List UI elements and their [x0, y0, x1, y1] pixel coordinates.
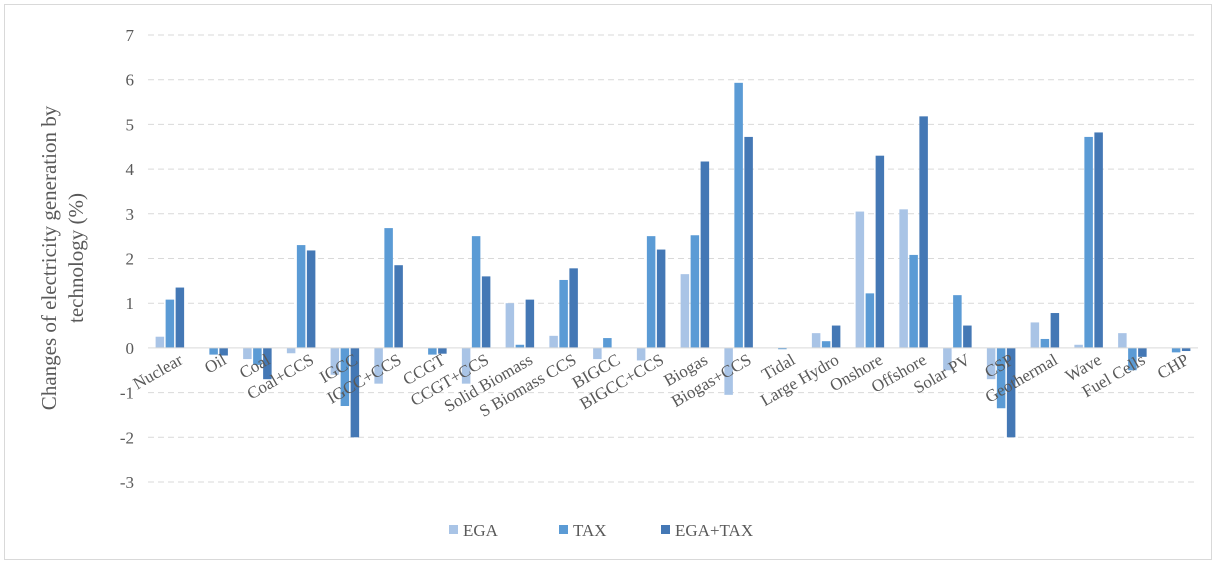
y-tick-label: 6 [126, 71, 135, 90]
bar-tax [471, 236, 481, 348]
y-tick-label: 3 [126, 205, 135, 224]
bar-ega [986, 347, 996, 380]
bar-tax [209, 347, 218, 355]
bar-tax [646, 236, 656, 348]
bar-tax [778, 347, 787, 350]
bar-tax [253, 347, 262, 365]
bar-ega-plus-tax [1006, 347, 1016, 438]
bar-tax [428, 347, 437, 355]
bar-ega-plus-tax [1138, 347, 1147, 357]
legend-label: EGA [463, 521, 499, 540]
bar-ega [374, 347, 383, 384]
y-tick-label: -3 [120, 473, 134, 492]
bar-ega [549, 335, 558, 348]
legend-swatch [661, 525, 670, 534]
bar-ega-plus-tax [175, 287, 185, 348]
legend: EGA TAX EGA+TAX [449, 521, 753, 540]
y-tick-label: 2 [126, 250, 135, 269]
bar-ega [943, 347, 952, 371]
bar-ega [899, 209, 908, 348]
bar-tax [953, 295, 962, 348]
bar-ega [155, 336, 165, 348]
y-tick-label: 7 [126, 26, 135, 45]
bar-ega-plus-tax [481, 276, 491, 348]
chart-frame [4, 4, 1212, 560]
bar-ega-plus-tax [306, 250, 316, 348]
y-tick-label: -2 [120, 428, 134, 447]
bar-tax [384, 228, 393, 348]
bar-tax [821, 341, 831, 348]
y-tick-label: -1 [120, 384, 134, 403]
bar-ega [1074, 344, 1083, 348]
bar-tax [515, 344, 525, 348]
bar-tax [1084, 136, 1093, 348]
bar-tax [909, 254, 918, 348]
bar-ega [1030, 322, 1040, 348]
bar-ega [811, 333, 821, 348]
bar-ega [855, 211, 865, 348]
bar-tax [734, 82, 743, 348]
gridlines [148, 34, 1198, 483]
bar-ega-plus-tax [875, 155, 885, 348]
bar-ega-plus-tax [744, 136, 753, 348]
bar-tax [165, 299, 175, 348]
bar-ega-plus-tax [438, 347, 447, 354]
bar-ega-plus-tax [394, 265, 403, 348]
bar-tax [996, 347, 1006, 409]
y-axis-ticks: -3 -2 -1 0 1 2 3 4 5 6 7 [120, 26, 135, 492]
bar-ega-plus-tax [1094, 132, 1103, 348]
bar-ega [505, 303, 515, 348]
bar-ega [1118, 333, 1127, 348]
y-tick-label: 0 [126, 339, 135, 358]
bar-ega [330, 347, 340, 375]
legend-swatch [559, 525, 568, 534]
bar-tax [340, 347, 350, 407]
bar-ega-plus-tax [219, 347, 228, 356]
bars [155, 82, 1191, 438]
bar-ega [636, 347, 646, 361]
bar-ega-plus-tax [569, 268, 578, 348]
bar-ega-plus-tax [1050, 313, 1060, 348]
y-axis-label: Changes of electricity generation by tech… [37, 105, 88, 410]
y-axis-label-line: technology (%) [64, 193, 88, 323]
bar-ega-plus-tax [919, 116, 928, 348]
bar-ega [593, 347, 602, 360]
bar-ega-plus-tax [700, 161, 710, 348]
legend-label: EGA+TAX [675, 521, 753, 540]
bar-ega [243, 347, 252, 360]
bar-tax [296, 245, 306, 348]
bar-ega [680, 274, 690, 348]
category-label: CHP [1154, 350, 1192, 383]
bar-ega-plus-tax [350, 347, 360, 438]
bar-tax [1171, 347, 1181, 353]
bar-ega-plus-tax [1181, 347, 1191, 352]
bar-ega-plus-tax [656, 249, 666, 348]
bar-tax [1040, 338, 1050, 348]
bar-ega [724, 347, 733, 395]
bar-ega [461, 347, 471, 384]
category-label: Nuclear [130, 350, 186, 394]
y-tick-label: 1 [126, 294, 135, 313]
bar-ega-plus-tax [831, 325, 841, 348]
bar-tax [865, 293, 875, 348]
bar-ega [286, 347, 296, 354]
y-tick-label: 4 [126, 160, 135, 179]
y-tick-label: 5 [126, 115, 135, 134]
legend-label: TAX [573, 521, 607, 540]
bar-ega-plus-tax [963, 325, 972, 348]
bar-tax [603, 338, 612, 348]
bar-ega-plus-tax [525, 299, 535, 348]
y-axis-label-line: Changes of electricity generation by [37, 105, 61, 410]
legend-swatch [449, 525, 458, 534]
bar-tax [690, 235, 700, 348]
bar-ega-plus-tax [263, 347, 272, 380]
bar-tax [559, 279, 568, 348]
bar-tax [1128, 347, 1137, 371]
